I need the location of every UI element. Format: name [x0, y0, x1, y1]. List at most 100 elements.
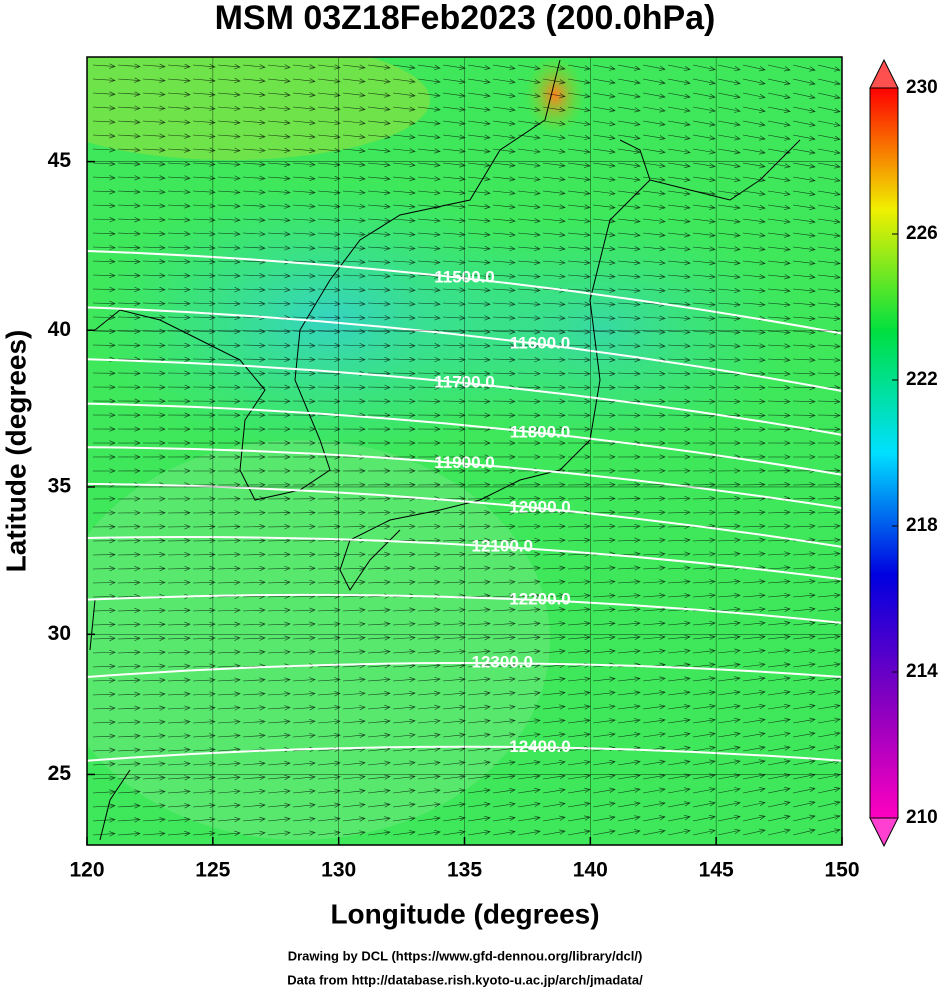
wind-vector	[317, 677, 341, 683]
wind-vector	[817, 371, 841, 377]
wind-vector	[392, 440, 416, 446]
wind-vector	[617, 787, 641, 794]
wind-vector	[317, 134, 341, 140]
wind-vector	[342, 607, 366, 613]
wind-vector	[767, 287, 791, 294]
wind-vector	[292, 384, 316, 390]
wind-vector	[242, 91, 266, 98]
wind-vector	[692, 78, 716, 85]
wind-vector	[417, 162, 441, 168]
wind-vector	[667, 162, 691, 169]
wind-vector	[767, 551, 791, 557]
wind-vector	[167, 286, 191, 293]
wind-vector	[367, 496, 391, 502]
wind-vector	[442, 454, 466, 460]
wind-vector	[217, 761, 241, 767]
wind-vector	[567, 134, 591, 141]
wind-vector	[367, 468, 391, 474]
wind-vector	[217, 91, 241, 98]
wind-vector	[617, 343, 641, 349]
wind-vector	[767, 92, 791, 100]
y-tick-label: 35	[48, 474, 72, 497]
wind-vector	[242, 440, 266, 446]
wind-vector	[267, 774, 291, 781]
wind-vector	[317, 579, 341, 585]
wind-vector	[592, 801, 616, 808]
wind-vector	[392, 579, 416, 585]
wind-vector	[617, 273, 641, 280]
wind-vector	[442, 259, 466, 265]
wind-vector	[492, 523, 516, 530]
wind-vector	[792, 620, 816, 626]
wind-vector	[192, 356, 216, 362]
wind-vector	[617, 759, 641, 766]
wind-vector	[817, 357, 841, 363]
wind-vector	[792, 745, 816, 752]
wind-vector	[92, 426, 116, 432]
wind-vector	[667, 593, 691, 599]
wind-vector	[617, 454, 641, 460]
wind-vector	[517, 621, 541, 627]
wind-vector	[517, 231, 541, 238]
wind-vector	[617, 732, 641, 738]
wind-vector	[742, 731, 766, 738]
wind-vector	[492, 231, 516, 238]
wind-vector	[567, 412, 591, 418]
wind-vector	[442, 217, 466, 224]
wind-vector	[542, 760, 566, 766]
wind-vector	[792, 440, 816, 446]
wind-vector	[717, 828, 741, 836]
wind-vector	[717, 703, 741, 710]
wind-vector	[192, 217, 216, 223]
wind-vector	[817, 190, 841, 197]
wind-vector	[642, 204, 666, 210]
y-tick-label: 45	[48, 149, 72, 172]
wind-vector	[442, 718, 466, 724]
wind-vector	[417, 426, 441, 432]
wind-vector	[692, 343, 716, 349]
wind-vector	[817, 218, 841, 224]
wind-vector	[417, 176, 441, 182]
wind-vector	[267, 105, 291, 112]
wind-vector	[467, 120, 491, 126]
wind-vector	[92, 775, 116, 781]
wind-vector	[117, 328, 141, 334]
colorbar-tick-label: 218	[906, 515, 938, 536]
wind-vector	[92, 342, 116, 348]
wind-vector	[292, 64, 316, 70]
wind-vector	[267, 412, 291, 418]
wind-vector	[742, 120, 766, 127]
wind-vector	[367, 635, 391, 641]
wind-vector	[792, 162, 816, 169]
wind-vector	[542, 64, 566, 71]
wind-vector	[667, 301, 691, 307]
wind-vector	[617, 620, 641, 627]
wind-vector	[642, 509, 666, 516]
wind-vector	[517, 482, 541, 488]
wind-vector	[417, 537, 441, 544]
wind-vector	[442, 760, 466, 766]
wind-vector	[617, 537, 641, 543]
wind-vector	[367, 245, 391, 251]
wind-vector	[542, 787, 566, 794]
wind-vector	[542, 134, 566, 140]
wind-vector	[192, 565, 216, 572]
wind-vector	[417, 816, 441, 822]
wind-vector	[392, 92, 416, 98]
wind-vector	[117, 663, 141, 669]
wind-vector	[667, 426, 691, 432]
wind-vector	[542, 648, 566, 655]
wind-vector	[542, 718, 566, 724]
wind-vector	[292, 454, 316, 460]
wind-vector	[342, 301, 366, 307]
wind-vector	[742, 551, 766, 557]
wind-vector	[642, 815, 666, 822]
wind-vector	[142, 147, 166, 153]
wind-vector	[692, 218, 716, 224]
wind-vector	[142, 538, 166, 544]
wind-vector	[717, 440, 741, 446]
wind-vector	[692, 690, 716, 696]
wind-vector	[542, 551, 566, 557]
wind-vector	[92, 217, 116, 223]
wind-vector	[117, 161, 141, 167]
